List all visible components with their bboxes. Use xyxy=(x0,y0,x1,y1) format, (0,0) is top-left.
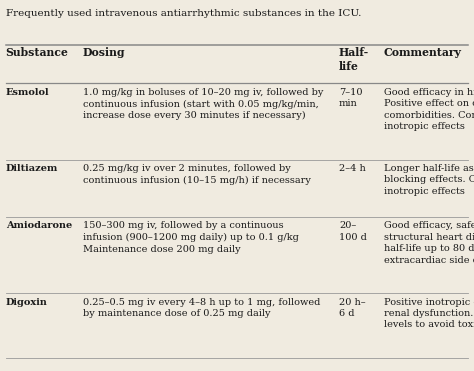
Text: 150–300 mg iv, followed by a continuous
infusion (900–1200 mg daily) up to 0.1 g: 150–300 mg iv, followed by a continuous … xyxy=(83,221,299,253)
Text: 0.25–0.5 mg iv every 4–8 h up to 1 mg, followed
by maintenance dose of 0.25 mg d: 0.25–0.5 mg iv every 4–8 h up to 1 mg, f… xyxy=(83,298,320,318)
Text: Amiodarone: Amiodarone xyxy=(6,221,72,230)
Text: Substance: Substance xyxy=(6,47,69,59)
Text: 0.25 mg/kg iv over 2 minutes, followed by
continuous infusion (10–15 mg/h) if ne: 0.25 mg/kg iv over 2 minutes, followed b… xyxy=(83,164,311,185)
Text: Positive inotropic effect. Reduce dose in
renal dysfunction. Check digoxin plasm: Positive inotropic effect. Reduce dose i… xyxy=(384,298,474,329)
Text: 20–
100 d: 20– 100 d xyxy=(339,221,367,242)
Text: Esmolol: Esmolol xyxy=(6,88,49,97)
Text: Dosing: Dosing xyxy=(83,47,126,59)
Text: Commentary: Commentary xyxy=(384,47,462,59)
Text: Longer half-life as esmolol. No beta-
blocking effects. Consider negative
inotro: Longer half-life as esmolol. No beta- bl… xyxy=(384,164,474,196)
Text: Good efficacy, safe in patients with
structural heart disease. Extreme long
half: Good efficacy, safe in patients with str… xyxy=(384,221,474,265)
Text: 20 h–
6 d: 20 h– 6 d xyxy=(339,298,365,318)
Text: 7–10
min: 7–10 min xyxy=(339,88,363,108)
Text: 1.0 mg/kg in boluses of 10–20 mg iv, followed by
continuous infusion (start with: 1.0 mg/kg in boluses of 10–20 mg iv, fol… xyxy=(83,88,323,120)
Text: Frequently used intravenous antiarrhythmic substances in the ICU.: Frequently used intravenous antiarrhythm… xyxy=(6,9,361,18)
Text: Digoxin: Digoxin xyxy=(6,298,47,306)
Text: Half-
life: Half- life xyxy=(339,47,369,72)
Text: Diltiazem: Diltiazem xyxy=(6,164,58,173)
Text: Good efficacy in high adrenergic state.
Positive effect on cardiovascular
comorb: Good efficacy in high adrenergic state. … xyxy=(384,88,474,131)
Text: 2–4 h: 2–4 h xyxy=(339,164,365,173)
